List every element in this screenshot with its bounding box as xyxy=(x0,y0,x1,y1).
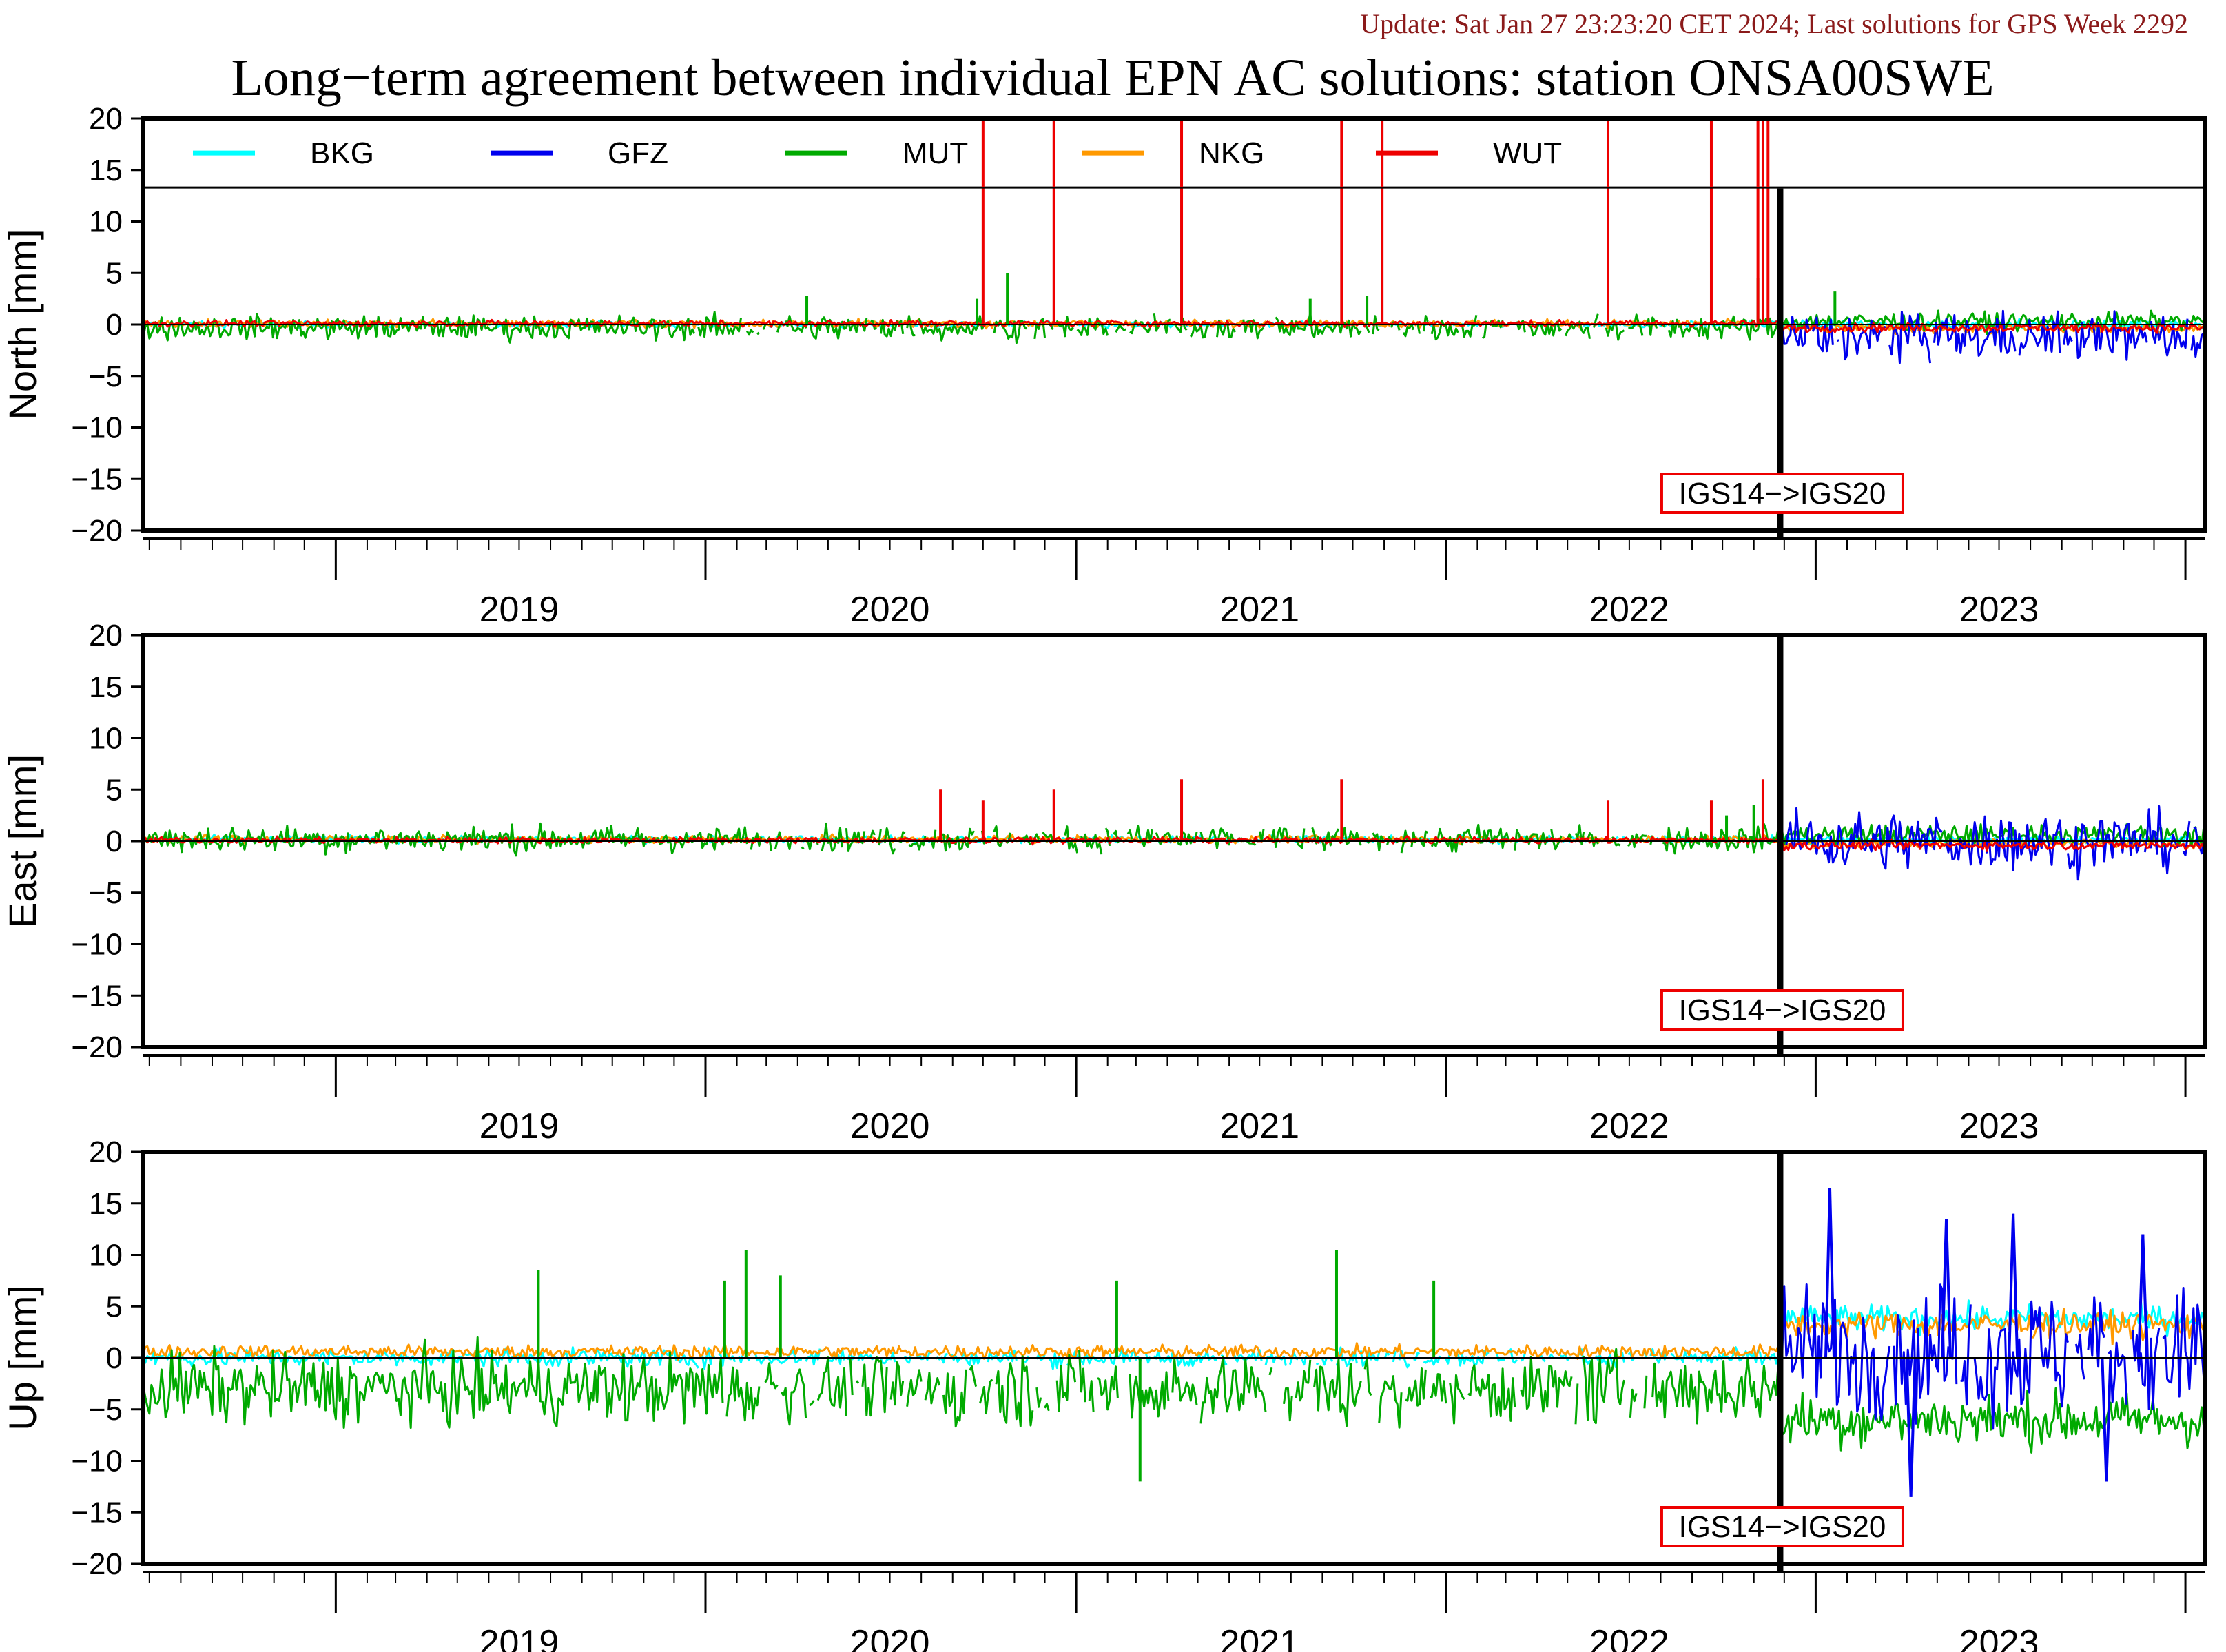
y-axis-label: North [mm] xyxy=(1,229,44,420)
x-year-label: 2019 xyxy=(480,1106,559,1146)
y-tick-label: −5 xyxy=(88,1393,123,1427)
plot-area xyxy=(143,779,2205,881)
panel-frame xyxy=(141,1150,2207,1566)
y-tick-label: 20 xyxy=(89,102,123,136)
y-tick-label: −10 xyxy=(71,411,123,445)
legend: BKG GFZ MUT NKG WUT xyxy=(193,121,1770,188)
annotation-box xyxy=(1660,1506,1904,1547)
panel-up: 20 15 10 5 0 −5 −10 −15 −20 Up [mm] 2019 2020 2021 20… xyxy=(1,1135,2207,1652)
y-tick-label: 5 xyxy=(106,1290,123,1323)
panel-east: 20 15 10 5 0 −5 −10 −15 −20 East [mm] 2019 2020 2021… xyxy=(1,619,2207,1146)
legend-label-bkg: BKG xyxy=(310,136,374,170)
x-year-label: 2019 xyxy=(480,590,559,630)
legend-label-nkg: NKG xyxy=(1199,136,1264,170)
series-wut xyxy=(143,834,2205,852)
y-tick-label: 15 xyxy=(89,154,123,187)
y-tick-label: −10 xyxy=(71,928,123,962)
frame-change-annotation: IGS14−>IGS20 xyxy=(1660,989,1904,1031)
y-tick-label: −15 xyxy=(71,1496,123,1529)
gfz-peak xyxy=(2012,1213,2019,1359)
series-wut xyxy=(143,318,2204,334)
y-tick-label: 5 xyxy=(106,773,123,807)
y-tick-label: −20 xyxy=(71,1547,123,1581)
x-year-label: 2020 xyxy=(850,590,930,630)
x-year-label: 2020 xyxy=(850,1106,930,1146)
legend-label-gfz: GFZ xyxy=(608,136,668,170)
y-tick-label: 10 xyxy=(89,1239,123,1272)
chart-title: Long−term agreement between individual E… xyxy=(231,49,1995,107)
series-gfz xyxy=(1779,309,2205,364)
x-year-label: 2021 xyxy=(1219,590,1299,630)
annotation-text: IGS14−>IGS20 xyxy=(1679,477,1886,510)
y-tick-label: 15 xyxy=(89,670,123,704)
y-axis-label: East [mm] xyxy=(1,754,44,928)
y-tick-label: −5 xyxy=(88,360,123,393)
plot-area xyxy=(143,1188,2205,1497)
gfz-peak xyxy=(1909,1357,1917,1497)
update-text: Update: Sat Jan 27 23:23:20 CET 2024; La… xyxy=(1360,8,2188,39)
y-tick-label: 0 xyxy=(106,825,123,858)
gfz-peak xyxy=(1945,1219,1952,1359)
y-tick-label: −20 xyxy=(71,514,123,548)
gfz-peak xyxy=(2141,1234,2149,1359)
y-tick-label: −5 xyxy=(88,876,123,910)
y-tick-label: −10 xyxy=(71,1445,123,1478)
y-tick-label: 10 xyxy=(89,205,123,239)
x-year-label: 2019 xyxy=(480,1623,559,1652)
annotation-box xyxy=(1660,989,1904,1031)
gfz-peak xyxy=(1828,1188,1835,1359)
frame-change-annotation: IGS14−>IGS20 xyxy=(1660,473,1904,514)
y-tick-label: 15 xyxy=(89,1187,123,1221)
x-year-label: 2021 xyxy=(1219,1623,1299,1652)
legend-label-wut: WUT xyxy=(1493,136,1562,170)
y-tick-label: 10 xyxy=(89,722,123,756)
series-nkg xyxy=(143,1308,2205,1361)
plot-area xyxy=(143,118,2205,364)
annotation-box xyxy=(1660,473,1904,514)
y-tick-label: −15 xyxy=(71,462,123,496)
x-year-label: 2023 xyxy=(1959,1623,2039,1652)
y-tick-label: 20 xyxy=(89,619,123,652)
panel-frame-top xyxy=(141,116,2207,533)
x-year-label: 2020 xyxy=(850,1623,930,1652)
frame-change-annotation: IGS14−>IGS20 xyxy=(1660,1506,1904,1547)
x-year-label: 2023 xyxy=(1959,590,2039,630)
y-tick-label: −20 xyxy=(71,1031,123,1064)
y-tick-label: −15 xyxy=(71,979,123,1013)
panel-frame xyxy=(141,633,2207,1049)
x-year-label: 2022 xyxy=(1589,590,1669,630)
x-year-label: 2023 xyxy=(1959,1106,2039,1146)
y-tick-label: 5 xyxy=(106,256,123,290)
annotation-text: IGS14−>IGS20 xyxy=(1679,1510,1886,1544)
legend-label-mut: MUT xyxy=(903,136,968,170)
x-year-label: 2021 xyxy=(1219,1106,1299,1146)
y-tick-label: 20 xyxy=(89,1135,123,1169)
x-year-label: 2022 xyxy=(1589,1106,1669,1146)
gfz-peak xyxy=(2105,1357,2112,1482)
y-tick-label: 0 xyxy=(106,1341,123,1375)
legend-background xyxy=(143,118,2205,188)
y-axis-label: Up [mm] xyxy=(1,1285,44,1431)
panel-north: 20 15 10 5 0 −5 −10 −15 −20 North [mm] 2019 2020 202… xyxy=(1,102,2207,630)
y-tick-label: 0 xyxy=(106,308,123,342)
series-mut xyxy=(143,1336,2205,1454)
annotation-text: IGS14−>IGS20 xyxy=(1679,993,1886,1027)
x-year-label: 2022 xyxy=(1589,1623,1669,1652)
